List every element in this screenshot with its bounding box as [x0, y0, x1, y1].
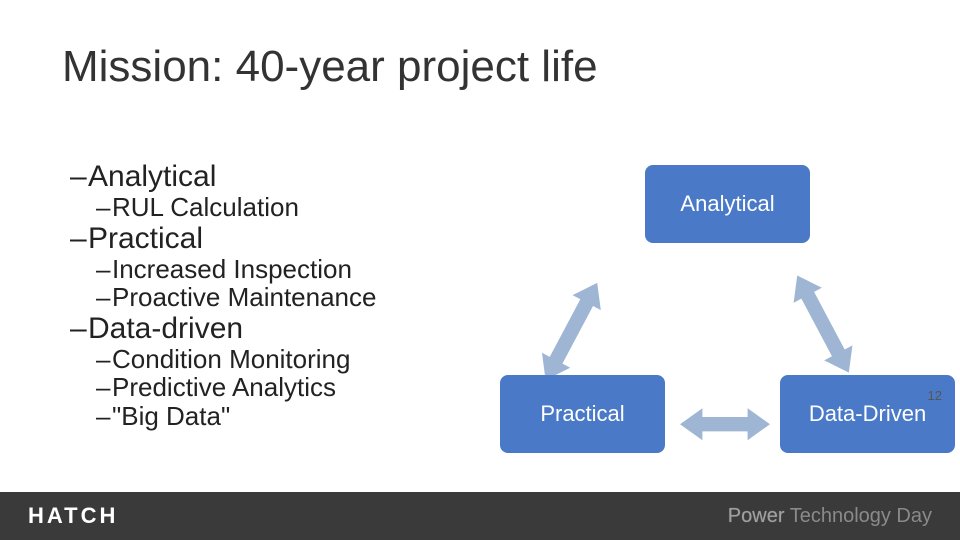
list-label: Practical	[88, 222, 203, 255]
dash-icon: –	[96, 373, 112, 402]
dash-icon: –	[70, 160, 88, 193]
footer-word-tech: Technology Day	[785, 505, 933, 527]
list-item: –RUL Calculation	[96, 193, 490, 222]
dash-icon: –	[70, 312, 88, 345]
slide: Mission: 40-year project life –Analytica…	[0, 0, 960, 540]
list-label: "Big Data"	[112, 402, 230, 431]
list-item: –Analytical	[70, 160, 490, 193]
dash-icon: –	[96, 345, 112, 374]
dash-icon: –	[96, 283, 112, 312]
list-item: –Predictive Analytics	[96, 373, 490, 402]
cycle-arrow-icon	[524, 272, 614, 389]
list-item: –Increased Inspection	[96, 255, 490, 284]
footer-tagline: Power Technology Day	[728, 505, 932, 528]
dash-icon: –	[96, 402, 112, 431]
list-label: Condition Monitoring	[112, 345, 350, 374]
footer-word-power: Power	[728, 505, 785, 527]
list-label: Data-driven	[88, 312, 243, 345]
list-item: – "Big Data"	[96, 402, 490, 431]
footer-bar: HATCH Power Technology Day	[0, 492, 960, 540]
list-label: Proactive Maintenance	[112, 283, 376, 312]
cycle-diagram: AnalyticalPracticalData-Driven	[480, 155, 910, 475]
cycle-arrow-icon	[680, 405, 770, 448]
dash-icon: –	[96, 193, 112, 222]
list-item: –Condition Monitoring	[96, 345, 490, 374]
dash-icon: –	[70, 222, 88, 255]
bullet-list: –Analytical –RUL Calculation –Practical …	[70, 160, 490, 431]
brand-logo: HATCH	[28, 503, 118, 529]
list-label: Increased Inspection	[112, 255, 352, 284]
dash-icon: –	[96, 255, 112, 284]
cycle-node: Data-Driven	[780, 375, 955, 453]
cycle-arrow-icon	[776, 267, 866, 384]
list-item: –Data-driven	[70, 312, 490, 345]
list-item: –Practical	[70, 222, 490, 255]
cycle-node: Analytical	[645, 165, 810, 243]
list-label: Analytical	[88, 160, 216, 193]
list-label: RUL Calculation	[112, 193, 299, 222]
page-number: 12	[928, 388, 942, 403]
list-item: –Proactive Maintenance	[96, 283, 490, 312]
page-title: Mission: 40-year project life	[62, 42, 598, 92]
cycle-node: Practical	[500, 375, 665, 453]
list-label: Predictive Analytics	[112, 373, 336, 402]
